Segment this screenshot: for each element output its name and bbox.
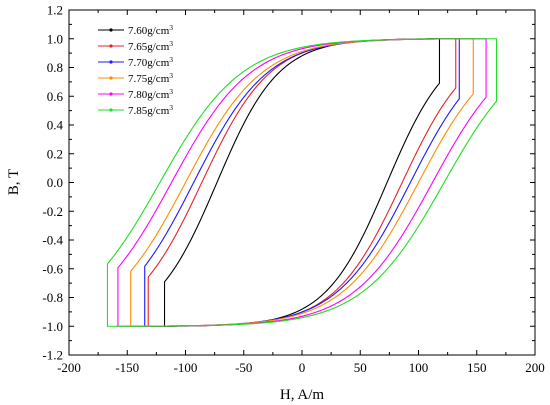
y-tick-label: 1.2 <box>47 3 63 18</box>
y-tick-label: -1.0 <box>42 319 63 334</box>
legend-marker <box>109 108 113 112</box>
y-tick-label: 0.0 <box>47 175 63 190</box>
series-curve-2 <box>147 38 457 327</box>
x-tick-label: -100 <box>174 360 198 375</box>
legend-marker <box>109 44 113 48</box>
series-curve-4 <box>130 38 474 327</box>
x-tick-label: 200 <box>525 360 545 375</box>
legend-label: 7.65g/cm3 <box>128 39 173 53</box>
y-tick-label: -0.4 <box>42 233 63 248</box>
legend-label: 7.60g/cm3 <box>128 23 173 37</box>
y-tick-label: 0.4 <box>47 118 64 133</box>
y-tick-label: -0.8 <box>42 290 63 305</box>
legend-marker <box>109 28 113 32</box>
series-curve-3 <box>144 38 460 327</box>
x-tick-label: -150 <box>115 360 139 375</box>
hysteresis-curves <box>106 38 498 327</box>
legend-marker <box>109 60 113 64</box>
y-tick-label: -1.2 <box>42 348 63 363</box>
y-tick-label: -0.2 <box>42 204 63 219</box>
x-axis-title: H, A/m <box>280 387 325 403</box>
x-tick-label: 100 <box>409 360 429 375</box>
y-tick-label: -0.6 <box>42 261 63 276</box>
x-tick-label: 150 <box>467 360 487 375</box>
x-tick-label: 50 <box>354 360 367 375</box>
y-tick-label: 0.2 <box>47 146 63 161</box>
series-curve-1 <box>163 38 441 327</box>
y-tick-label: 0.8 <box>47 60 63 75</box>
series-curve-5 <box>117 38 487 327</box>
legend-marker <box>109 92 113 96</box>
y-tick-label: 0.6 <box>47 89 64 104</box>
legend-label: 7.85g/cm3 <box>128 103 173 117</box>
legend: 7.60g/cm3 7.65g/cm3 7.70g/cm3 7.75g/cm3 7.80… <box>98 23 173 117</box>
legend-marker <box>109 76 113 80</box>
x-tick-label: -50 <box>235 360 252 375</box>
legend-label: 7.80g/cm3 <box>128 87 173 101</box>
y-axis-title: B, T <box>6 169 22 195</box>
axis-ticks: -200 -150 -100 -50 0 50 100 150 200 1.2 1.0 0.8 0.6 0… <box>42 3 544 376</box>
legend-label: 7.75g/cm3 <box>128 71 173 85</box>
y-tick-label: 1.0 <box>47 31 63 46</box>
series-curve-6 <box>106 38 498 327</box>
legend-label: 7.70g/cm3 <box>128 55 173 69</box>
x-tick-label: -200 <box>57 360 81 375</box>
x-tick-label: 0 <box>299 360 306 375</box>
